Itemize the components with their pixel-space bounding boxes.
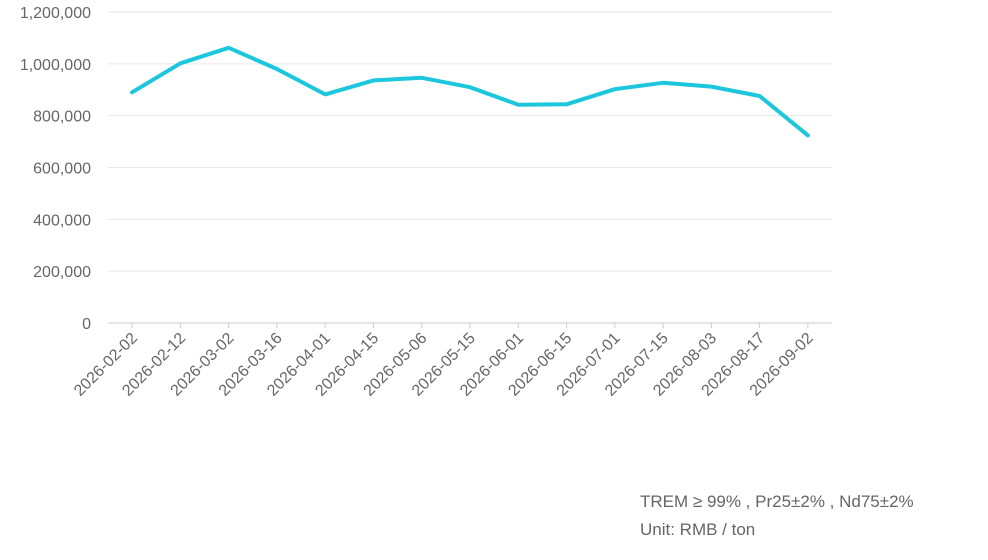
series-layer — [130, 45, 810, 138]
unit-note: Unit: RMB / ton — [640, 520, 756, 539]
x-axis: 2026-02-022026-02-122026-03-022026-03-16… — [71, 322, 832, 400]
y-tick-label: 200,000 — [33, 264, 91, 281]
y-tick-label: 400,000 — [33, 212, 91, 229]
y-tick-label: 800,000 — [33, 109, 91, 126]
y-tick-label: 1,200,000 — [20, 5, 91, 22]
specification-note: TREM ≥ 99% , Pr25±2% , Nd75±2% — [640, 492, 914, 511]
y-tick-label: 600,000 — [33, 161, 91, 178]
price-series-line — [130, 45, 810, 138]
y-tick-label: 0 — [82, 316, 91, 333]
gridlines — [108, 11, 832, 272]
y-tick-label: 1,000,000 — [20, 57, 91, 74]
y-axis: 0 200,000 400,000 600,000 800,000 1,000,000 1,… — [20, 5, 91, 333]
